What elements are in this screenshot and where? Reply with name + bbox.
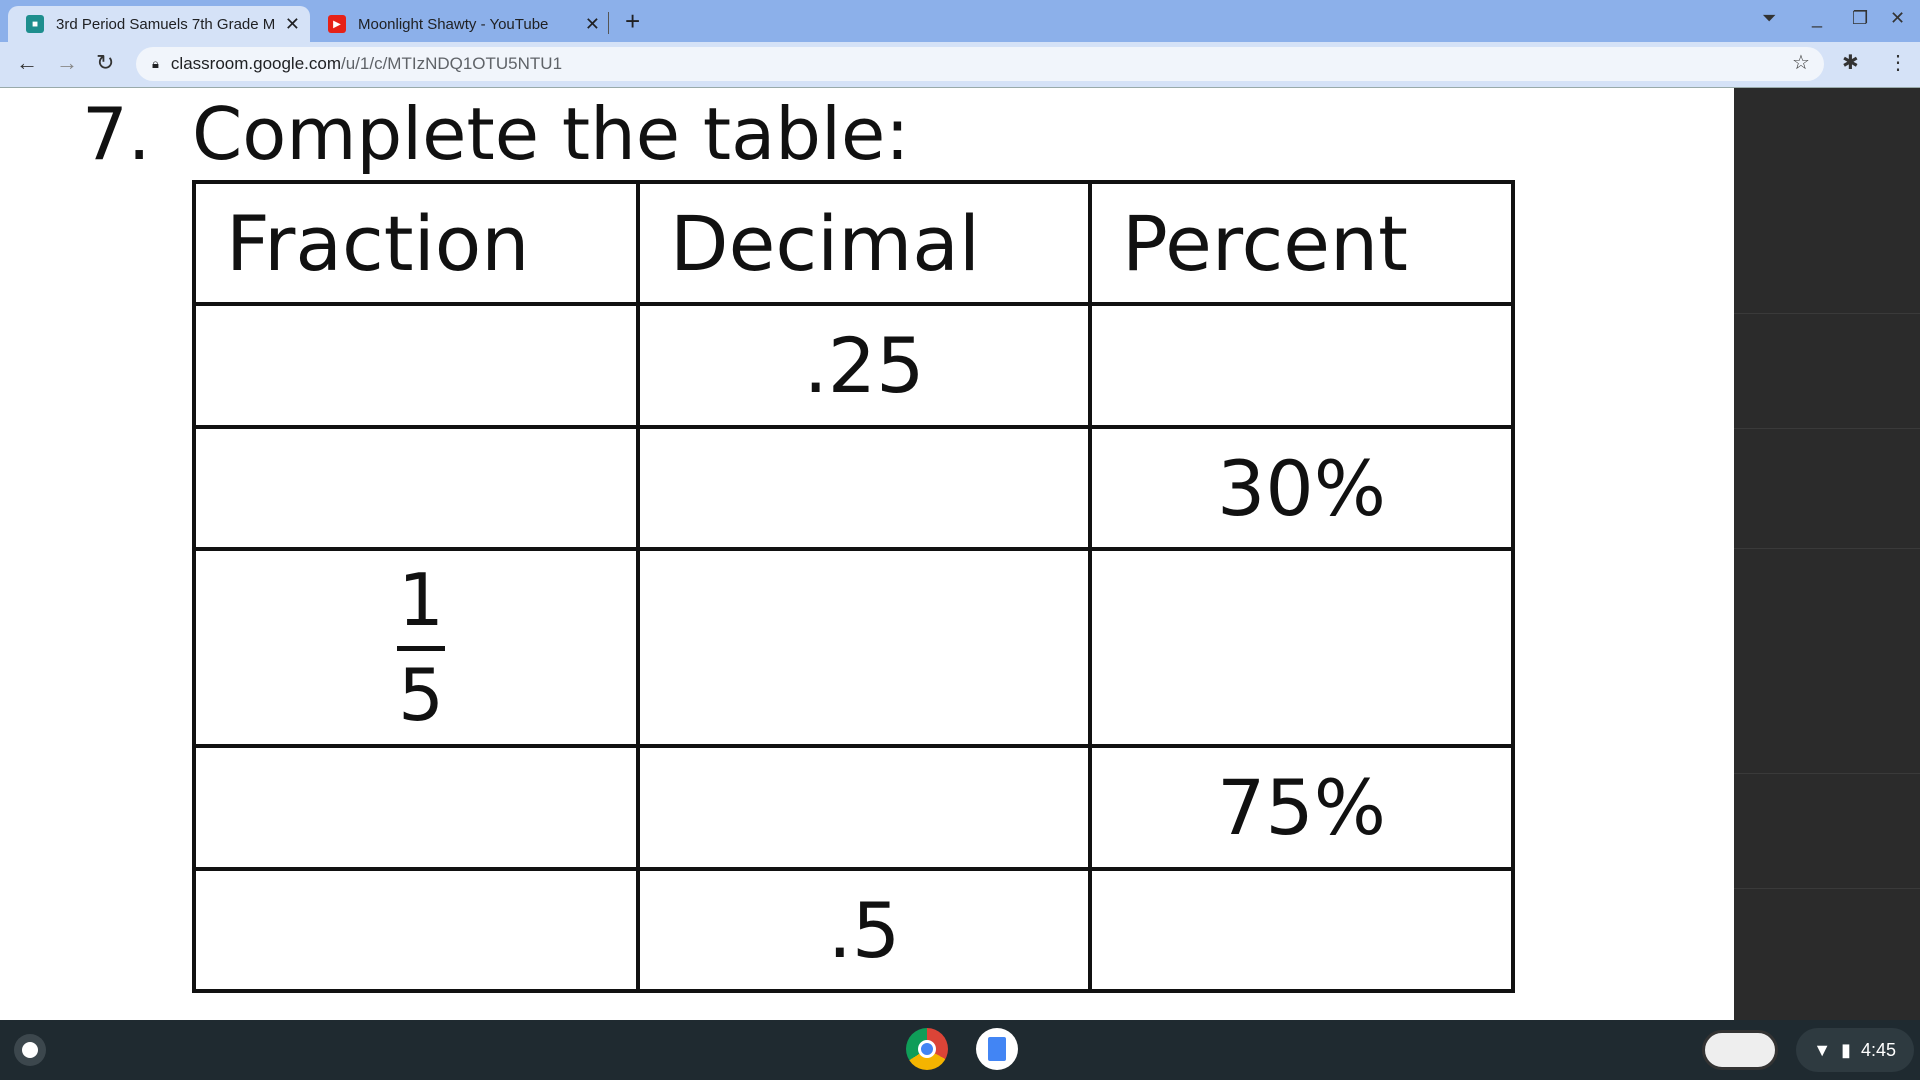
decimal-cell (636, 425, 1092, 551)
os-shelf: ▼ ▮ 4:45 (0, 1020, 1920, 1080)
bookmark-star-icon[interactable]: ☆ (1792, 52, 1810, 74)
tab-title: Moonlight Shawty - YouTube (358, 15, 549, 33)
denominator: 5 (398, 653, 444, 737)
close-tab-icon[interactable]: ✕ (284, 13, 300, 34)
launcher-button[interactable] (14, 1034, 46, 1066)
tab-divider (608, 12, 609, 34)
reload-button[interactable]: ↻ (96, 50, 115, 75)
address-bar[interactable]: 🔒︎ classroom.google.com/u/1/c/MTIzNDQ1OT… (136, 47, 1824, 81)
table-row: .25 (191, 302, 1516, 429)
header-fraction: Fraction (191, 180, 641, 306)
close-window-button[interactable]: ✕ (1890, 8, 1906, 28)
table-row: 30% (191, 425, 1516, 551)
question-number: 7. (82, 92, 151, 176)
url-path: /u/1/c/MTIzNDQ1OTU5NTU1 (341, 54, 563, 73)
youtube-icon: ▶ (328, 15, 346, 33)
tab-youtube[interactable]: ▶ Moonlight Shawty - YouTube ✕ (320, 6, 610, 42)
percent-cell: 75% (1087, 744, 1516, 871)
question-title: Complete the table: (192, 92, 910, 176)
status-tray[interactable]: ▼ ▮ 4:45 (1796, 1028, 1914, 1072)
browser-toolbar: ← → ↻ 🔒︎ classroom.google.com/u/1/c/MTIz… (0, 42, 1920, 88)
fraction-cell (191, 302, 641, 429)
menu-icon[interactable]: ⋮ (1888, 52, 1908, 74)
back-button[interactable]: ← (16, 50, 38, 75)
close-tab-icon[interactable]: ✕ (584, 13, 600, 34)
table-row: 75% (191, 744, 1516, 871)
fraction-bar (397, 646, 445, 651)
decimal-cell: .25 (636, 302, 1092, 429)
restore-button[interactable]: ❐ (1852, 8, 1869, 28)
tab-title: 3rd Period Samuels 7th Grade M (56, 15, 276, 33)
battery-icon: ▮ (1841, 1039, 1851, 1060)
side-panel (1734, 88, 1920, 1020)
extensions-icon[interactable]: ✱ (1842, 52, 1859, 74)
minimize-button[interactable]: _ (1812, 8, 1823, 28)
percent-cell (1087, 547, 1516, 748)
percent-cell (1087, 867, 1516, 993)
table-header-row: Fraction Decimal Percent (191, 180, 1516, 306)
classroom-icon: ■ (26, 15, 44, 33)
table-row: 1 5 (191, 547, 1516, 748)
fraction-cell (191, 744, 641, 871)
tab-search-icon[interactable]: ⏷ (1762, 8, 1777, 28)
header-percent: Percent (1087, 180, 1516, 306)
google-docs-app-icon[interactable] (976, 1028, 1018, 1070)
fraction-cell (191, 425, 641, 551)
url-host: classroom.google.com (170, 54, 341, 73)
conversion-table: Fraction Decimal Percent .25 30% 1 5 75%… (191, 180, 1516, 993)
tab-strip: ■ 3rd Period Samuels 7th Grade M ✕ ▶ Moo… (0, 0, 1920, 42)
tab-classroom[interactable]: ■ 3rd Period Samuels 7th Grade M ✕ (8, 6, 310, 42)
percent-cell (1087, 302, 1516, 429)
table-row: .5 (191, 867, 1516, 993)
holding-space-thumbnail[interactable] (1702, 1030, 1778, 1070)
numerator: 1 (398, 558, 444, 642)
forward-button[interactable]: → (56, 50, 78, 75)
decimal-cell (636, 547, 1092, 748)
header-decimal: Decimal (636, 180, 1092, 306)
clock: 4:45 (1860, 1039, 1896, 1060)
launcher-icon (22, 1042, 38, 1058)
new-tab-button[interactable]: + (625, 6, 641, 36)
fraction-cell: 1 5 (191, 547, 641, 748)
chrome-app-icon[interactable] (906, 1028, 948, 1070)
wifi-icon: ▼ (1813, 1039, 1832, 1060)
decimal-cell (636, 744, 1092, 871)
lock-icon: 🔒︎ (152, 56, 159, 71)
percent-cell: 30% (1087, 425, 1516, 551)
fraction-one-fifth: 1 5 (386, 564, 456, 731)
fraction-cell (191, 867, 641, 993)
decimal-cell: .5 (636, 867, 1092, 993)
